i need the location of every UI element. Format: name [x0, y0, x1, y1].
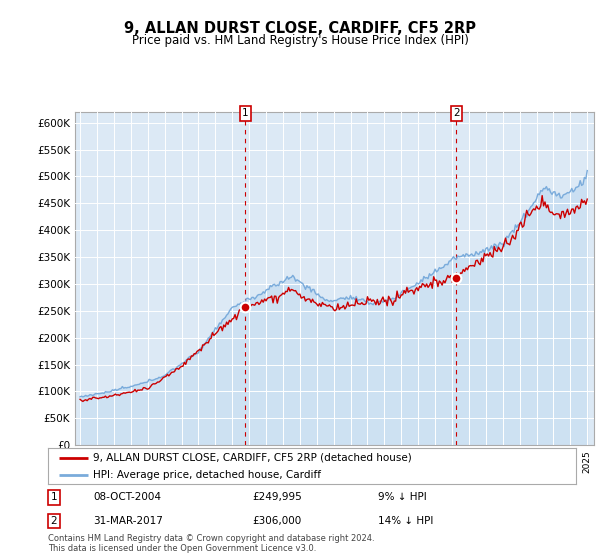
Text: 9, ALLAN DURST CLOSE, CARDIFF, CF5 2RP: 9, ALLAN DURST CLOSE, CARDIFF, CF5 2RP: [124, 21, 476, 36]
Text: 08-OCT-2004: 08-OCT-2004: [93, 492, 161, 502]
Text: 2: 2: [453, 109, 460, 119]
Text: 2: 2: [50, 516, 58, 526]
Text: 9% ↓ HPI: 9% ↓ HPI: [378, 492, 427, 502]
Text: 14% ↓ HPI: 14% ↓ HPI: [378, 516, 433, 526]
Text: 1: 1: [242, 109, 249, 119]
Text: 1: 1: [50, 492, 58, 502]
Text: 31-MAR-2017: 31-MAR-2017: [93, 516, 163, 526]
Text: £249,995: £249,995: [252, 492, 302, 502]
Text: Contains HM Land Registry data © Crown copyright and database right 2024.
This d: Contains HM Land Registry data © Crown c…: [48, 534, 374, 553]
Text: Price paid vs. HM Land Registry's House Price Index (HPI): Price paid vs. HM Land Registry's House …: [131, 34, 469, 46]
Text: £306,000: £306,000: [252, 516, 301, 526]
Text: HPI: Average price, detached house, Cardiff: HPI: Average price, detached house, Card…: [93, 470, 321, 479]
Text: 9, ALLAN DURST CLOSE, CARDIFF, CF5 2RP (detached house): 9, ALLAN DURST CLOSE, CARDIFF, CF5 2RP (…: [93, 453, 412, 463]
